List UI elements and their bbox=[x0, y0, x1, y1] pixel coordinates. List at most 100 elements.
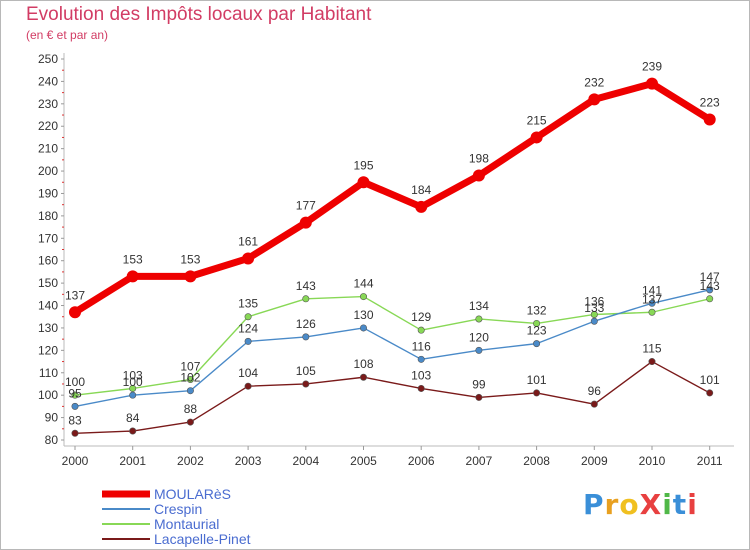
data-point bbox=[244, 313, 252, 321]
data-label: 232 bbox=[584, 75, 604, 89]
data-point bbox=[648, 358, 656, 366]
data-point bbox=[646, 77, 658, 90]
data-point bbox=[71, 429, 79, 437]
y-tick-label: 180 bbox=[38, 209, 58, 223]
x-tick-label: 2007 bbox=[466, 454, 493, 468]
y-tick-label: 150 bbox=[38, 276, 58, 290]
data-label: 147 bbox=[700, 270, 720, 284]
legend-label: Lacapelle-Pinet bbox=[154, 531, 251, 547]
chart-title: Evolution des Impôts locaux par Habitant bbox=[26, 4, 372, 25]
series-line bbox=[71, 80, 714, 316]
data-point bbox=[302, 380, 310, 388]
proxiti-logo: ProXiti bbox=[583, 488, 698, 521]
data-point bbox=[417, 384, 425, 392]
data-label: 84 bbox=[126, 411, 140, 425]
data-label: 104 bbox=[238, 366, 258, 380]
logo-letter: P bbox=[583, 488, 605, 521]
data-label: 143 bbox=[296, 279, 316, 293]
y-tick-label: 80 bbox=[45, 433, 59, 447]
x-tick-label: 2004 bbox=[292, 454, 319, 468]
data-point bbox=[186, 375, 194, 383]
data-point bbox=[186, 418, 194, 426]
data-label: 136 bbox=[584, 294, 604, 308]
data-label: 161 bbox=[238, 234, 258, 248]
data-label: 215 bbox=[527, 113, 547, 127]
x-tick-label: 2006 bbox=[408, 454, 435, 468]
data-point bbox=[69, 306, 81, 319]
data-point bbox=[530, 131, 543, 144]
data-label: 96 bbox=[588, 384, 602, 398]
data-label: 153 bbox=[180, 252, 200, 266]
y-tick-label: 130 bbox=[38, 321, 58, 335]
x-tick-label: 2003 bbox=[235, 454, 262, 468]
data-label: 239 bbox=[642, 60, 662, 74]
data-label: 132 bbox=[527, 303, 547, 317]
data-label: 129 bbox=[411, 310, 431, 324]
data-label: 133 bbox=[584, 301, 604, 315]
data-point bbox=[417, 326, 425, 334]
series-line bbox=[74, 289, 711, 408]
data-point bbox=[126, 270, 139, 283]
data-label: 195 bbox=[353, 158, 373, 172]
chart-subtitle: (en € et par an) bbox=[26, 28, 109, 42]
data-point bbox=[71, 391, 79, 399]
data-label: 134 bbox=[469, 299, 489, 313]
data-label: 135 bbox=[238, 297, 258, 311]
data-point bbox=[359, 324, 367, 332]
data-label: 101 bbox=[700, 373, 720, 387]
data-point bbox=[242, 252, 255, 265]
x-tick-label: 2002 bbox=[177, 454, 204, 468]
logo-letter: i bbox=[687, 488, 698, 521]
data-point bbox=[533, 340, 541, 348]
data-label: 107 bbox=[180, 359, 200, 373]
data-label: 153 bbox=[123, 252, 143, 266]
data-label: 99 bbox=[472, 377, 486, 391]
y-tick-label: 190 bbox=[38, 186, 58, 200]
y-tick-label: 210 bbox=[38, 142, 58, 156]
data-point bbox=[244, 382, 252, 390]
y-tick-label: 160 bbox=[38, 254, 58, 268]
logo-letter: r bbox=[604, 488, 620, 521]
data-label: 105 bbox=[296, 364, 316, 378]
data-label: 123 bbox=[527, 324, 547, 338]
logo-letter: o bbox=[619, 488, 640, 521]
data-label: 83 bbox=[68, 413, 82, 427]
chart-axes: 8090100110120130140150160170180190200210… bbox=[38, 52, 734, 468]
data-label: 198 bbox=[469, 152, 489, 166]
x-tick-label: 2010 bbox=[639, 454, 666, 468]
data-point bbox=[129, 391, 137, 399]
data-label: 141 bbox=[642, 283, 662, 297]
y-tick-label: 170 bbox=[38, 231, 58, 245]
data-point bbox=[244, 337, 252, 345]
data-label: 108 bbox=[353, 357, 373, 371]
logo-letter: t bbox=[672, 488, 688, 521]
data-point bbox=[703, 113, 716, 126]
chart-series bbox=[69, 77, 716, 437]
data-label: 103 bbox=[123, 368, 143, 382]
data-point bbox=[129, 384, 137, 392]
y-tick-label: 220 bbox=[38, 119, 58, 133]
data-point bbox=[590, 310, 598, 318]
data-label: 137 bbox=[642, 292, 662, 306]
data-label: 144 bbox=[353, 277, 373, 291]
x-tick-label: 2001 bbox=[119, 454, 146, 468]
data-point bbox=[299, 216, 312, 229]
y-tick-label: 140 bbox=[38, 299, 58, 313]
data-point bbox=[475, 315, 483, 323]
data-point bbox=[184, 270, 197, 283]
data-point bbox=[706, 295, 714, 303]
legend-label: MOULARèS bbox=[154, 486, 231, 502]
data-label: 177 bbox=[296, 199, 316, 213]
data-point bbox=[475, 346, 483, 354]
data-point bbox=[357, 176, 370, 189]
x-tick-label: 2000 bbox=[62, 454, 89, 468]
data-point bbox=[472, 169, 485, 182]
data-point bbox=[417, 355, 425, 363]
data-label: 120 bbox=[469, 330, 489, 344]
logo-letter: X bbox=[639, 488, 663, 521]
x-tick-label: 2008 bbox=[523, 454, 550, 468]
y-tick-label: 250 bbox=[38, 52, 58, 66]
